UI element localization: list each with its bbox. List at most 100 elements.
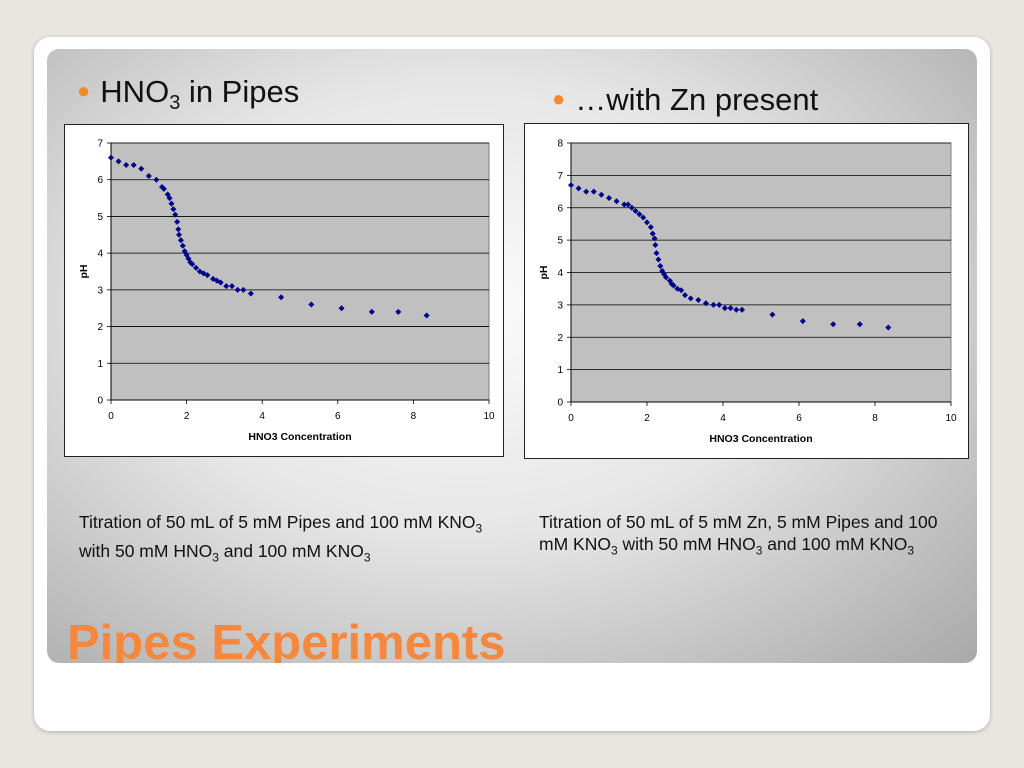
bullet-left-suffix: in Pipes [180,74,300,109]
data-point [721,305,728,312]
x-tick-label: 8 [411,411,417,422]
data-point [649,230,656,237]
chart-pipes: 0 1 2 3 4 5 6 7 0 2 4 6 8 10 HNO3 Concentration pH [64,124,504,457]
data-point [657,263,664,270]
data-point [123,162,130,169]
data-point [640,214,647,221]
bullet-with-zn-present: ● …with Zn present [552,82,818,118]
slide-title: Pipes Experiments [67,616,506,663]
caption-right-sub1: 3 [610,543,618,558]
x-axis-label: HNO3 Concentration [709,433,812,445]
y-tick-label: 1 [97,359,103,370]
data-point [621,201,628,208]
caption-left-sub2: 3 [212,550,219,564]
y-tick-label: 7 [557,171,563,182]
data-point [170,206,177,213]
data-point [204,272,211,279]
data-point [653,250,660,257]
y-tick-label: 0 [557,398,563,409]
y-tick-label: 4 [97,249,103,260]
data-point [663,274,669,281]
data-point [674,285,681,292]
data-point [179,242,186,249]
slide-panel: ● HNO 3 in Pipes ● …with Zn present 0 1 2 3 4 5 6… [47,49,977,663]
data-point [217,279,224,286]
bullet-left-prefix: HNO [100,74,170,109]
data-point [395,308,402,315]
x-tick-label: 0 [108,411,114,422]
data-point [678,287,685,294]
y-tick-label: 4 [557,268,563,279]
x-tick-label: 4 [720,413,726,424]
bullet-dot-icon: ● [552,86,566,111]
data-point [606,195,612,202]
data-point [636,211,643,218]
data-point [733,306,740,313]
data-point [628,204,635,211]
data-point [174,218,181,225]
data-point [168,200,175,207]
data-point [234,286,241,293]
y-tick-label: 6 [97,175,103,186]
y-axis-label: pH [78,265,90,279]
x-tick-label: 6 [335,411,341,422]
data-point [153,176,160,183]
caption-left: Titration of 50 mL of 5 mM Pipes and 100… [79,511,494,568]
x-axis-label: HNO3 Concentration [248,431,351,443]
caption-right-part2: with 50 mM HNO [617,534,756,554]
caption-left-part2: with 50 mM HNO [79,540,213,561]
x-tick-label: 4 [259,411,265,422]
data-point [716,301,723,308]
bullet-right-text: …with Zn present [575,82,819,117]
data-point [130,162,137,169]
data-point [644,219,650,226]
data-point [590,188,597,195]
data-point [659,267,666,274]
y-tick-label: 2 [97,322,103,333]
data-point [423,312,430,319]
data-point [739,306,745,313]
data-point [338,305,345,312]
caption-left-part3: and 100 mM KNO [218,540,364,561]
data-point [575,185,582,192]
data-point [856,321,863,328]
x-tick-label: 0 [568,413,574,424]
x-tick-label: 6 [796,413,802,424]
data-point [687,295,694,302]
y-tick-label: 3 [97,285,103,296]
chart-pipes-zn: 0 1 2 3 4 5 6 7 8 0 2 4 6 8 10 HNO3 Concentration pH [524,123,969,459]
data-point [213,277,220,284]
data-point [308,301,315,308]
data-point [278,294,285,301]
caption-left-sub3: 3 [363,550,371,564]
data-point [145,173,152,180]
data-point [651,235,658,242]
caption-right: Titration of 50 mL of 5 mM Zn, 5 mM Pipe… [539,511,964,562]
data-point [799,318,806,325]
caption-left-sub1: 3 [475,521,483,536]
y-tick-label: 8 [557,139,563,150]
y-tick-label: 0 [97,396,103,407]
data-point [769,311,776,318]
caption-right-sub3: 3 [907,543,915,558]
data-point [175,226,182,233]
data-point [647,224,654,231]
data-point [568,182,574,189]
data-point [885,324,892,331]
chart-pipes-zn-svg: 0 1 2 3 4 5 6 7 8 0 2 4 6 8 10 HNO3 Concentration pH [538,139,957,446]
bullet-dot-icon: ● [77,78,91,103]
chart-pipes-svg: 0 1 2 3 4 5 6 7 0 2 4 6 8 10 HNO3 Concentration pH [78,139,495,444]
caption-left-part1: Titration of 50 mL of 5 mM Pipes and 100… [79,512,476,532]
y-tick-label: 2 [557,333,563,344]
data-point [247,290,254,297]
data-point [695,297,702,304]
data-point [240,286,247,293]
y-tick-label: 5 [97,212,103,223]
x-tick-label: 2 [184,411,190,422]
bullet-hno3-in-pipes: ● HNO3 in Pipes [77,74,299,115]
data-point [655,256,662,263]
data-point [193,264,200,271]
data-point [670,282,677,289]
data-point [613,198,620,205]
data-point [598,191,605,198]
